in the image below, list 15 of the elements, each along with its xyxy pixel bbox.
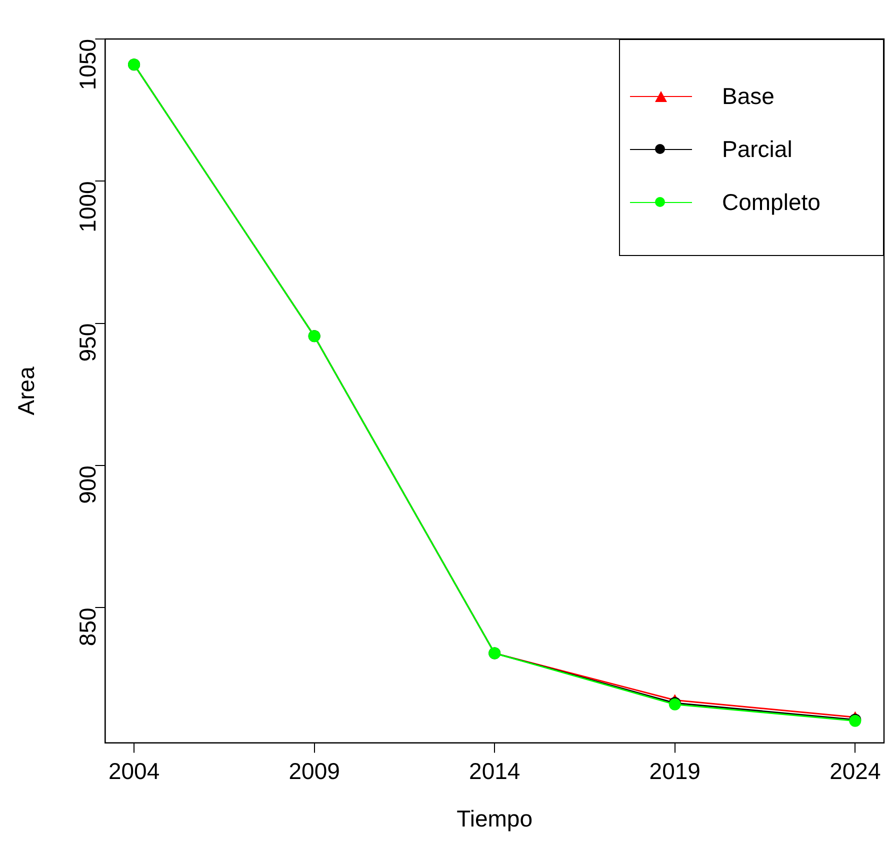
y-tick-label: 1050	[74, 39, 101, 90]
legend-label: Parcial	[722, 136, 792, 163]
x-tick-label: 2004	[108, 758, 160, 784]
y-tick-label: 900	[74, 466, 101, 504]
y-tick-label: 850	[74, 608, 101, 646]
y-tick-label: 950	[74, 323, 101, 362]
x-tick-label: 2014	[469, 758, 520, 784]
x-axis-title: Tiempo	[456, 806, 533, 832]
x-tick-label: 2009	[288, 758, 340, 784]
x-tick-label: 2024	[830, 758, 881, 784]
x-tick-label: 2019	[649, 758, 700, 784]
legend-label: Base	[722, 83, 774, 110]
y-tick-label: 1000	[74, 181, 101, 232]
y-axis-title: Area	[13, 366, 40, 416]
legend-label: Completo	[722, 189, 820, 216]
